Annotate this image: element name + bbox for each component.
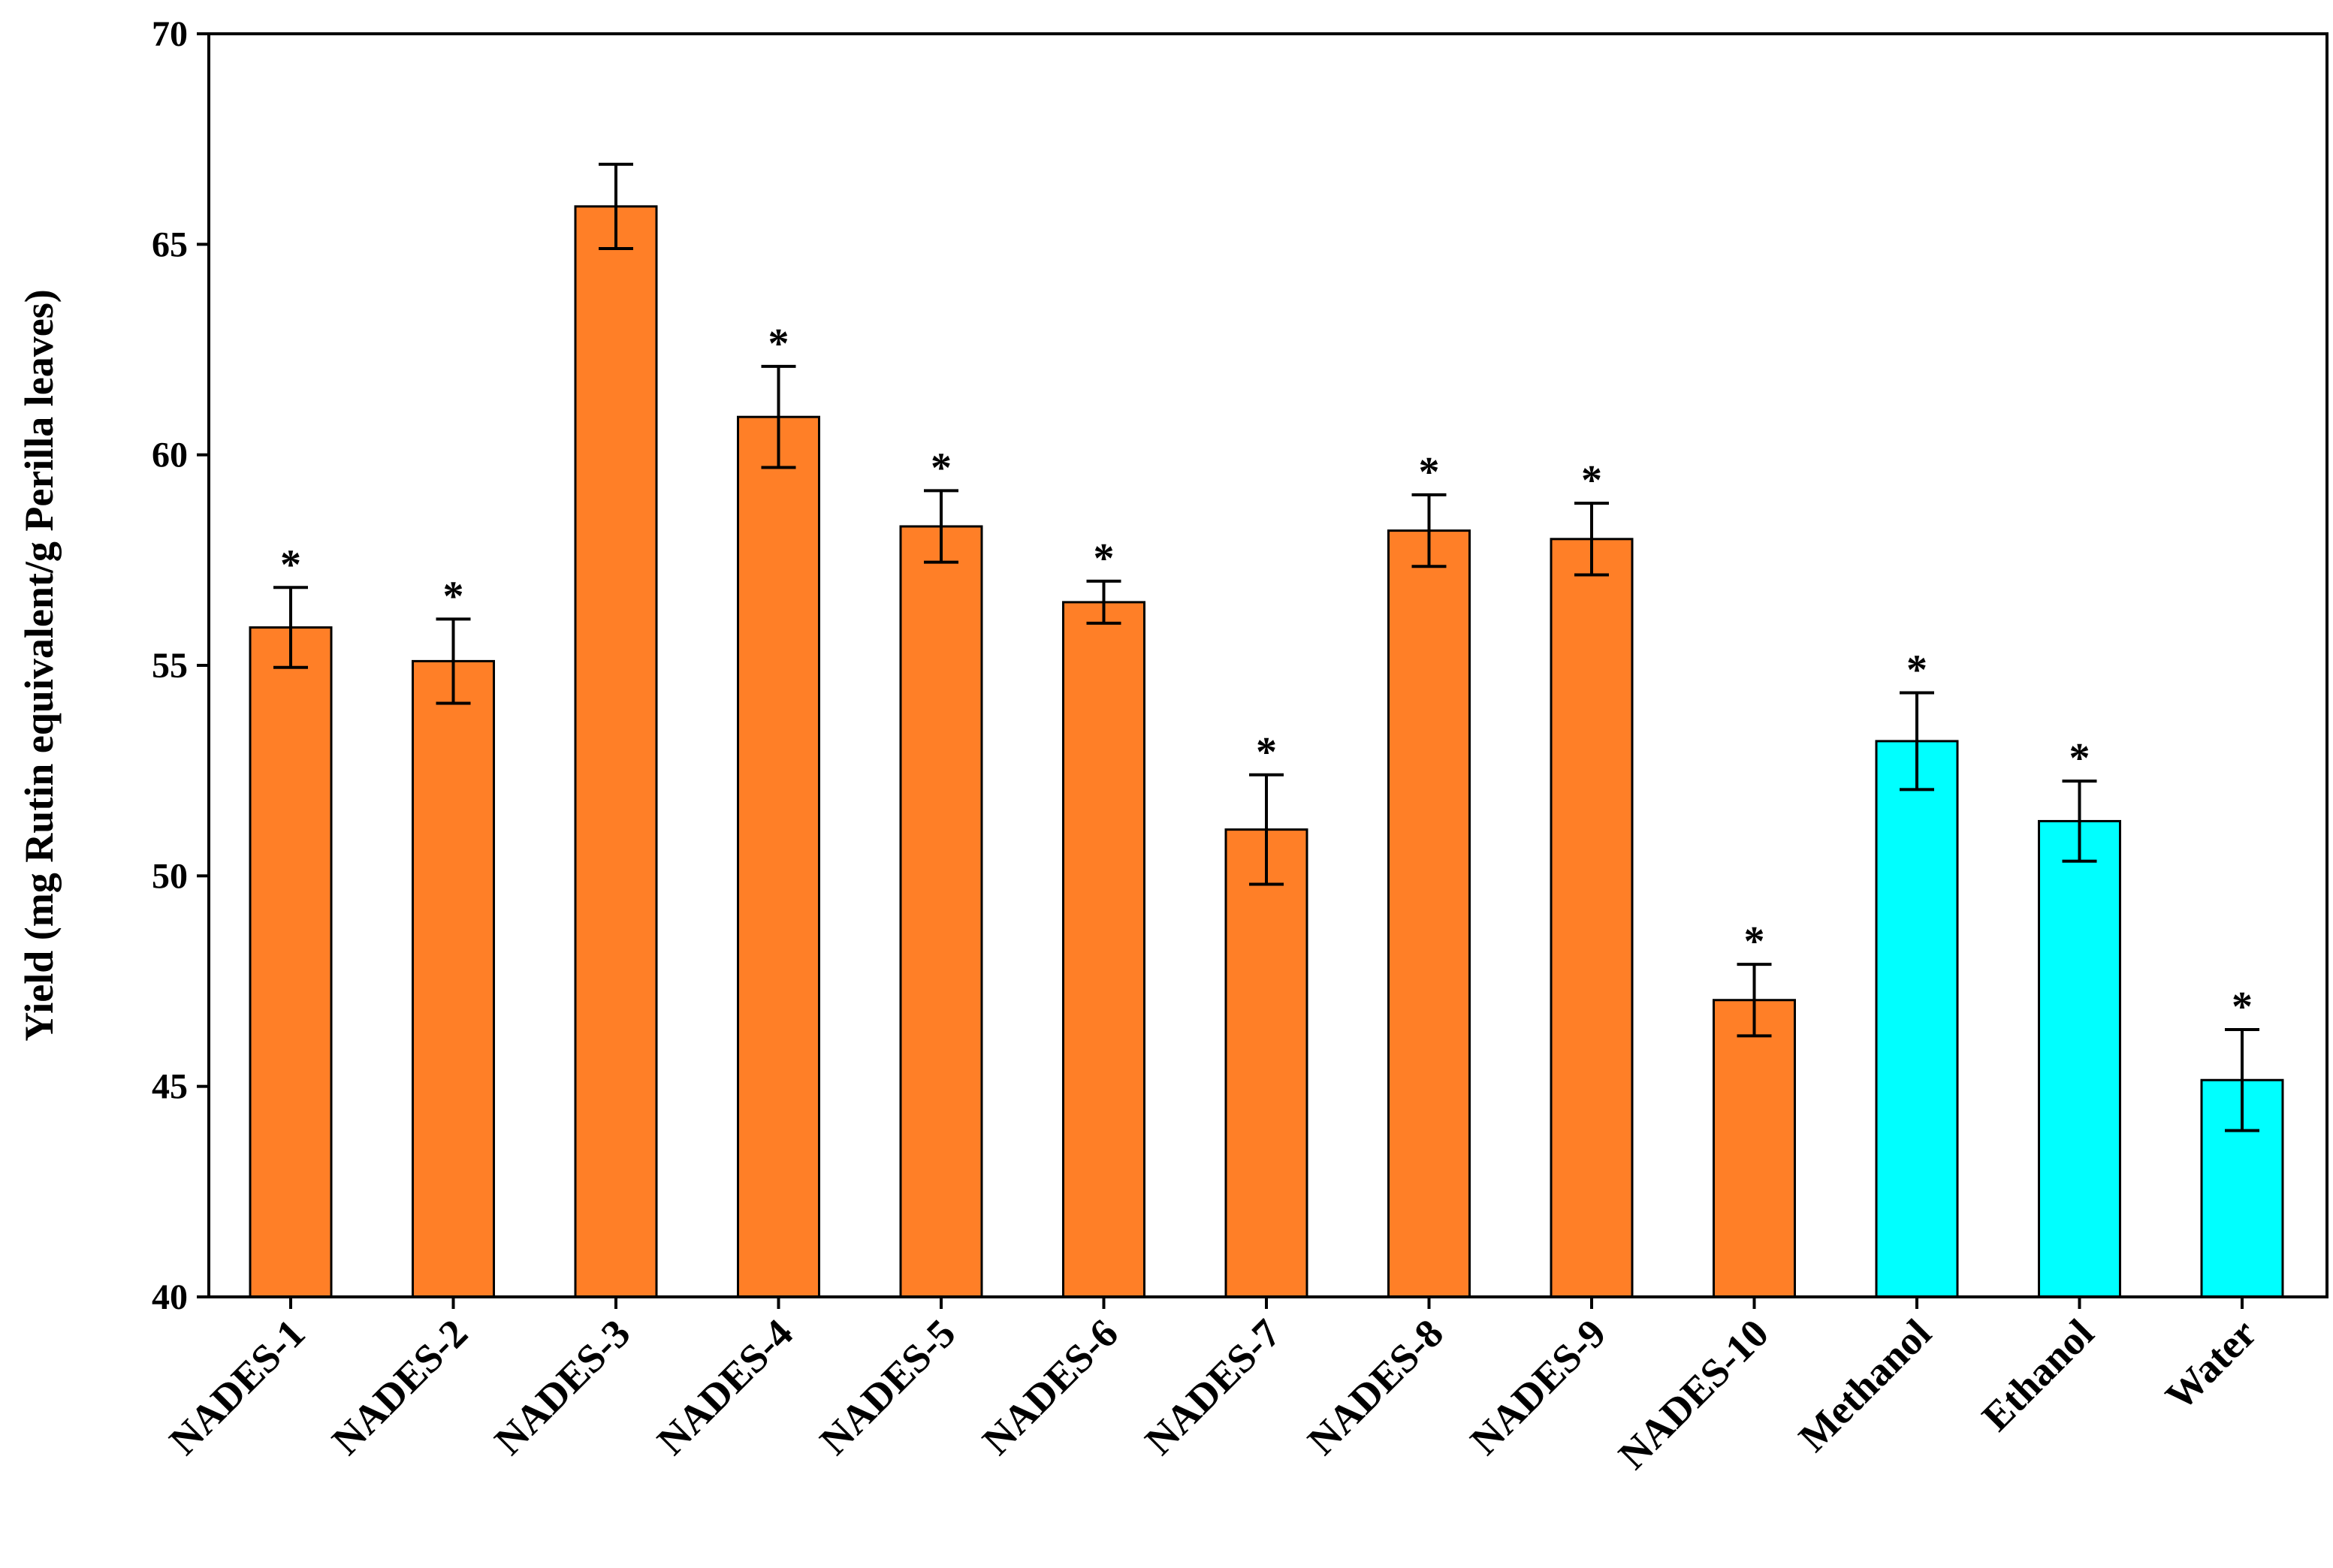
x-tick-label: NADES-3 bbox=[486, 1310, 639, 1464]
bar bbox=[899, 525, 983, 1298]
significance-marker: * bbox=[280, 541, 301, 588]
bar bbox=[574, 205, 658, 1298]
x-tick-label: NADES-6 bbox=[973, 1310, 1127, 1464]
x-tick-label: Water bbox=[2156, 1310, 2265, 1419]
significance-marker: * bbox=[1744, 918, 1765, 965]
significance-marker: * bbox=[1419, 449, 1440, 496]
x-axis: NADES-1 NADES-2 NADES-3 NADES-4 NADES-5 NADES… bbox=[161, 1297, 2265, 1478]
bar bbox=[2038, 819, 2121, 1298]
y-tick-label: 45 bbox=[152, 1067, 188, 1107]
x-tick-label: NADES-5 bbox=[811, 1310, 964, 1464]
significance-markers-layer: * * * * * * * * * * * * bbox=[280, 321, 2253, 1030]
y-tick-label: 55 bbox=[152, 646, 188, 686]
bar bbox=[1387, 529, 1471, 1298]
significance-marker: * bbox=[1581, 457, 1602, 504]
x-tick-label: NADES-1 bbox=[161, 1310, 314, 1464]
significance-marker: * bbox=[443, 573, 464, 620]
bar bbox=[249, 626, 333, 1298]
bar bbox=[737, 415, 820, 1298]
x-tick-label: Ethanol bbox=[1973, 1310, 2102, 1440]
significance-marker: * bbox=[2232, 984, 2253, 1030]
bar bbox=[1713, 999, 1796, 1298]
x-tick-label: NADES-4 bbox=[648, 1310, 801, 1464]
error-bars-layer bbox=[273, 162, 2259, 1132]
x-tick-label: NADES-8 bbox=[1299, 1310, 1452, 1464]
y-axis: 40 45 50 55 60 65 70 bbox=[152, 14, 209, 1317]
bar bbox=[412, 659, 495, 1298]
y-tick-label: 60 bbox=[152, 436, 188, 475]
y-tick-label: 50 bbox=[152, 856, 188, 896]
y-tick-label: 70 bbox=[152, 14, 188, 54]
bar bbox=[1224, 828, 1308, 1298]
significance-marker: * bbox=[2069, 735, 2090, 782]
x-tick-label: NADES-9 bbox=[1462, 1310, 1615, 1464]
bar bbox=[1550, 538, 1634, 1298]
bar bbox=[1875, 740, 1959, 1298]
y-axis-label: Yield (mg Rutin equivalent/g Perilla lea… bbox=[17, 289, 62, 1041]
significance-marker: * bbox=[931, 445, 952, 491]
x-tick-label: NADES-7 bbox=[1136, 1310, 1290, 1464]
x-tick-label: NADES-2 bbox=[323, 1310, 476, 1464]
significance-marker: * bbox=[1256, 729, 1277, 776]
x-tick-label: Methanol bbox=[1790, 1310, 1939, 1460]
significance-marker: * bbox=[1906, 647, 1927, 693]
x-tick-label: NADES-10 bbox=[1610, 1310, 1777, 1478]
y-tick-label: 65 bbox=[152, 225, 188, 264]
y-tick-label: 40 bbox=[152, 1277, 188, 1317]
significance-marker: * bbox=[1094, 535, 1115, 582]
bar bbox=[1062, 601, 1145, 1298]
significance-marker: * bbox=[768, 321, 789, 367]
